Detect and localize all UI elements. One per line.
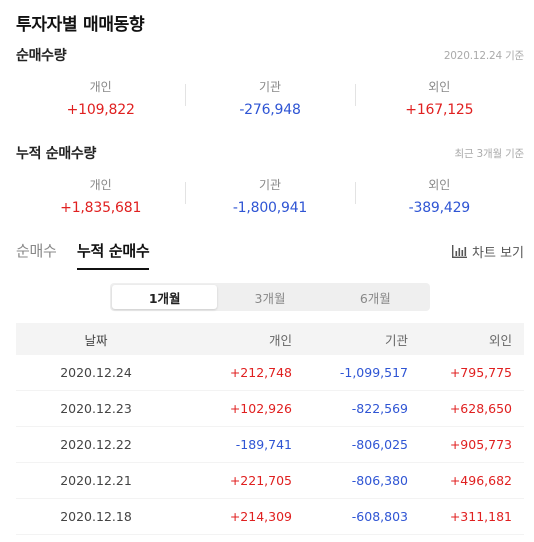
- stat-value: -276,948: [239, 102, 301, 118]
- tab-cumulative-net-purchase[interactable]: 누적 순매수: [77, 240, 150, 270]
- stat-value: +109,822: [66, 102, 135, 118]
- net-purchase-header: 순매수량 2020.12.24 기준: [16, 45, 524, 65]
- table-row: 2020.12.22 -189,741 -806,025 +905,773: [16, 427, 524, 463]
- chart-view-label: 차트 보기: [472, 246, 524, 261]
- cell-individual: +102,926: [229, 401, 292, 416]
- stat-foreign: 외인 -389,429: [354, 176, 524, 216]
- table-row: 2020.12.21 +221,705 -806,380 +496,682: [16, 463, 524, 499]
- cell-foreign: +795,775: [449, 365, 512, 380]
- view-tabs: 순매수 누적 순매수 차트 보기: [16, 240, 524, 270]
- cell-foreign: +628,650: [449, 401, 512, 416]
- stat-value: -389,429: [408, 200, 471, 216]
- cumulative-label: 누적 순매수량: [16, 146, 97, 162]
- cell-individual: -189,741: [235, 437, 292, 452]
- cumulative-period-note: 최근 3개월 기준: [454, 147, 524, 160]
- chart-view-button[interactable]: 차트 보기: [452, 242, 524, 261]
- cell-institution: -1,099,517: [339, 365, 408, 380]
- stat-label: 개인: [89, 80, 112, 94]
- stat-value: -1,800,941: [232, 200, 308, 216]
- cell-foreign: +905,773: [449, 437, 512, 452]
- investor-trading-table: 날짜 개인 기관 외인 2020.12.24 +212,748 -1,099,517…: [16, 323, 524, 535]
- cell-foreign: +311,181: [449, 509, 512, 524]
- stat-label: 기관: [258, 80, 282, 94]
- stat-label: 개인: [89, 178, 112, 192]
- cell-date: 2020.12.23: [60, 401, 132, 416]
- net-purchase-date-note: 2020.12.24 기준: [443, 49, 524, 62]
- table-row: 2020.12.23 +102,926 -822,569 +628,650: [16, 391, 524, 427]
- cell-foreign: +496,682: [449, 473, 512, 488]
- stat-label: 외인: [428, 178, 451, 192]
- cell-date: 2020.12.22: [60, 437, 132, 452]
- cell-institution: -806,025: [351, 437, 408, 452]
- bar-chart-icon: [452, 245, 468, 258]
- tab-net-purchase[interactable]: 순매수: [16, 242, 57, 260]
- cell-date: 2020.12.21: [60, 473, 132, 488]
- cell-institution: -608,803: [351, 509, 408, 524]
- stat-label: 기관: [258, 178, 282, 192]
- net-purchase-stats: 개인 +109,822 기관 -276,948 외인 +167,125: [16, 78, 524, 118]
- net-purchase-label: 순매수량: [16, 48, 67, 64]
- table-body: 2020.12.24 +212,748 -1,099,517 +795,775 2020…: [16, 355, 524, 535]
- column-header-individual: 개인: [268, 332, 292, 348]
- stat-value: +1,835,681: [60, 200, 142, 216]
- page-title: 투자자별 매매동향: [16, 15, 145, 35]
- cell-date: 2020.12.24: [60, 365, 132, 380]
- cell-date: 2020.12.18: [60, 509, 132, 524]
- cell-institution: -822,569: [351, 401, 408, 416]
- table-row: 2020.12.18 +214,309 -608,803 +311,181: [16, 499, 524, 535]
- stat-value: +167,125: [405, 102, 474, 118]
- stat-label: 외인: [428, 80, 451, 94]
- column-header-date: 날짜: [84, 332, 108, 348]
- stat-individual: 개인 +1,835,681: [16, 176, 185, 216]
- period-3-months[interactable]: 3개월: [254, 290, 286, 306]
- cumulative-header: 누적 순매수량 최근 3개월 기준: [16, 143, 524, 163]
- column-header-foreign: 외인: [488, 332, 512, 348]
- period-selector: 1개월 3개월 6개월: [110, 283, 430, 311]
- period-6-months[interactable]: 6개월: [359, 290, 391, 306]
- stat-foreign: 외인 +167,125: [354, 78, 524, 118]
- cell-individual: +212,748: [229, 365, 292, 380]
- stat-individual: 개인 +109,822: [16, 78, 185, 118]
- table-header: 날짜 개인 기관 외인: [16, 323, 524, 355]
- cell-individual: +221,705: [229, 473, 292, 488]
- cell-individual: +214,309: [229, 509, 292, 524]
- period-1-month[interactable]: 1개월: [112, 285, 218, 309]
- stat-institution: 기관 -1,800,941: [185, 176, 354, 216]
- column-header-institution: 기관: [384, 332, 408, 348]
- cumulative-stats: 개인 +1,835,681 기관 -1,800,941 외인 -389,429: [16, 176, 524, 216]
- table-row: 2020.12.24 +212,748 -1,099,517 +795,775: [16, 355, 524, 391]
- cell-institution: -806,380: [351, 473, 408, 488]
- stat-institution: 기관 -276,948: [185, 78, 354, 118]
